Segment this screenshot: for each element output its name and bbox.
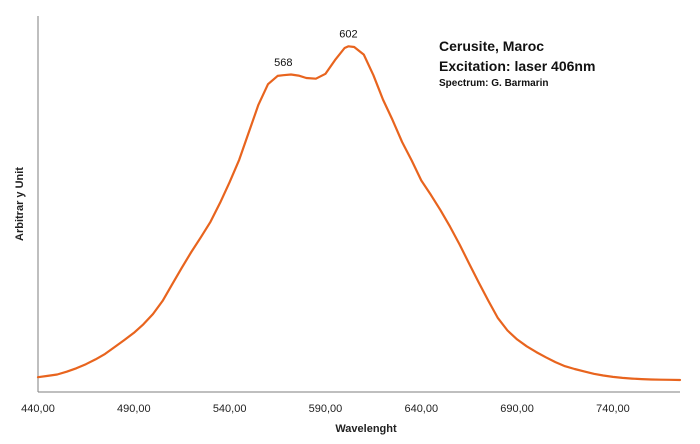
chart-axes <box>37 16 680 393</box>
x-tick-label: 490,00 <box>117 403 151 415</box>
annotation-credit: Spectrum: G. Barmarin <box>439 78 548 89</box>
x-tick-label: 440,00 <box>21 403 55 415</box>
y-axis-title: Arbitrar y Unit <box>14 167 26 241</box>
annotation-block: Cerusite, Maroc Excitation: laser 406nm … <box>439 38 595 89</box>
x-tick-label: 740,00 <box>596 403 630 415</box>
peak-label: 568 <box>274 57 292 69</box>
peak-label: 602 <box>339 28 357 40</box>
x-tick-label: 690,00 <box>500 403 534 415</box>
peak-labels: 568 602 <box>274 28 358 69</box>
annotation-title-line1: Cerusite, Maroc <box>439 38 544 54</box>
annotation-title-line2: Excitation: laser 406nm <box>439 58 595 74</box>
x-tick-label: 640,00 <box>404 403 438 415</box>
x-tick-labels: 440,00 490,00 540,00 590,00 640,00 690,00 740,… <box>21 403 630 415</box>
series-line <box>36 45 682 382</box>
x-tick-label: 540,00 <box>213 403 247 415</box>
x-axis-title: Wavelenght <box>335 423 397 435</box>
x-tick-label: 590,00 <box>309 403 343 415</box>
